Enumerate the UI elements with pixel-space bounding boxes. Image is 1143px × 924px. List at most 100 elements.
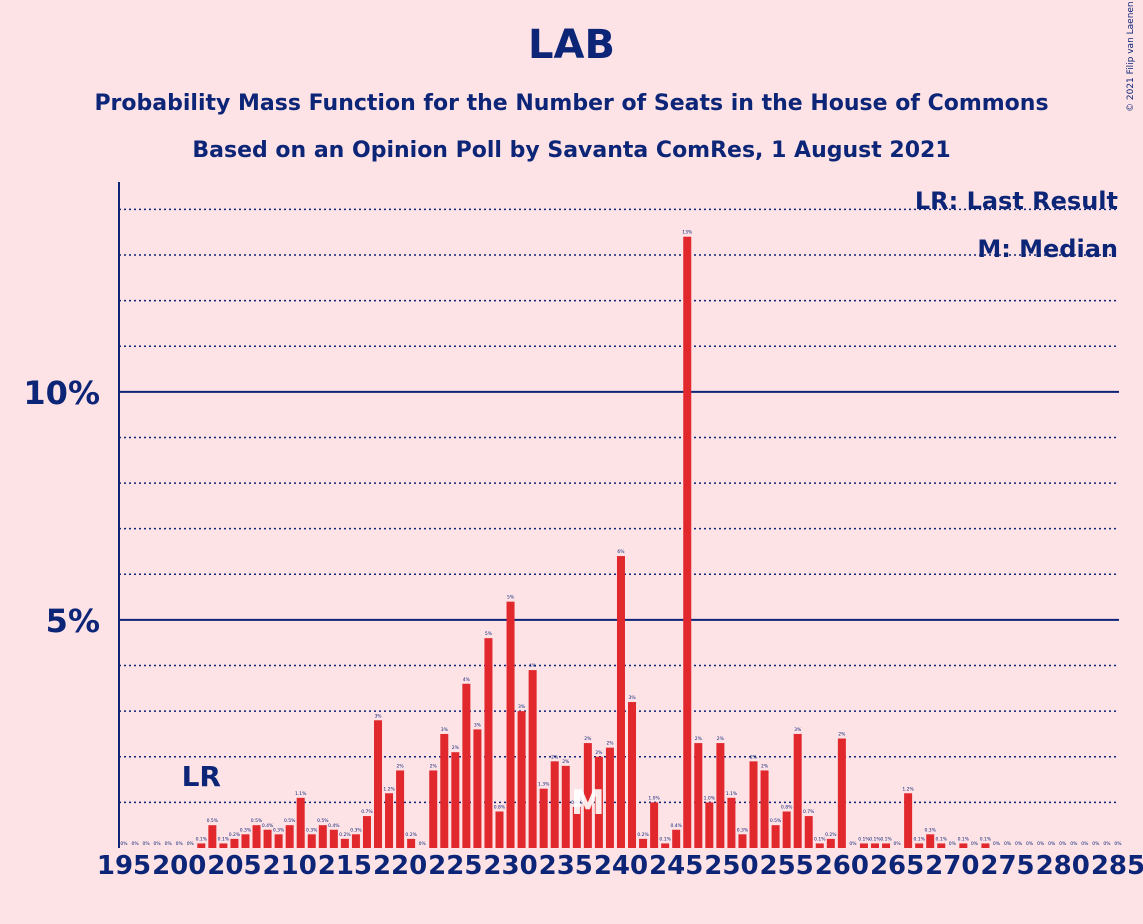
bar <box>727 797 736 848</box>
chart-subtitle: Probability Mass Function for the Number… <box>94 91 1049 116</box>
x-tick-label: 195 <box>97 851 151 881</box>
bar-value-label: 1.1% <box>726 791 738 797</box>
bar-value-label: 0.1% <box>936 836 948 842</box>
bar-value-label: 2% <box>595 750 603 756</box>
bar-value-label: 0% <box>154 841 162 847</box>
bar-value-label: 0% <box>971 841 979 847</box>
bar <box>362 816 371 848</box>
bar-value-label: 0% <box>1059 841 1067 847</box>
bar <box>506 601 515 848</box>
bar-value-label: 3% <box>441 727 449 733</box>
bar <box>539 788 548 848</box>
bar <box>307 834 316 848</box>
bar-value-label: 0% <box>176 841 184 847</box>
bar <box>870 843 879 848</box>
legend-last-result: LR: Last Result <box>915 187 1118 215</box>
x-tick-label: 200 <box>152 851 206 881</box>
bar <box>197 843 206 848</box>
bar <box>550 761 559 848</box>
bar-value-label: 0.4% <box>262 823 274 829</box>
bar <box>616 556 625 848</box>
x-tick-label: 285 <box>1091 851 1143 881</box>
bar <box>837 738 846 848</box>
bar-value-label: 0% <box>1070 841 1078 847</box>
x-tick-label: 275 <box>980 851 1034 881</box>
bar-value-label: 1.3% <box>538 782 550 788</box>
bar <box>484 638 493 848</box>
bar-value-label: 1.0% <box>648 795 660 801</box>
bar-value-label: 0% <box>849 841 857 847</box>
bar <box>451 752 460 848</box>
bar <box>628 702 637 848</box>
bar <box>473 729 482 848</box>
bar-value-label: 0.5% <box>317 818 329 824</box>
bar-value-label: 2% <box>717 736 725 742</box>
bar <box>340 838 349 848</box>
bar-value-label: 0.5% <box>207 818 219 824</box>
bar-value-label: 0.2% <box>637 832 649 838</box>
bars <box>197 236 990 848</box>
bar-value-label: 0.1% <box>814 836 826 842</box>
bar <box>826 838 835 848</box>
bar-value-label: 0.7% <box>361 809 373 815</box>
bar-value-label: 0.5% <box>770 818 782 824</box>
bar <box>815 843 824 848</box>
bar <box>241 834 250 848</box>
last-result-marker: LR <box>182 760 221 793</box>
bar-labels: 0% 0% 0% 0% 0% 0% 0%0.1%0.5%0.1%0.2%0.3%0.5%0.… <box>120 230 1122 847</box>
bar <box>959 843 968 848</box>
y-tick-label: 5% <box>46 602 100 640</box>
bar-value-label: 0% <box>1026 841 1034 847</box>
bar-value-label: 0.1% <box>659 836 671 842</box>
bar-value-label: 13% <box>682 230 693 236</box>
bar-value-label: 0.3% <box>350 827 362 833</box>
bar-value-label: 1.0% <box>704 795 716 801</box>
bar-value-label: 5% <box>485 631 493 637</box>
x-tick-label: 220 <box>373 851 427 881</box>
x-tick-label: 225 <box>428 851 482 881</box>
bar-value-label: 0.2% <box>229 832 241 838</box>
bar <box>716 743 725 848</box>
bar-value-label: 2% <box>551 754 559 760</box>
bar <box>694 743 703 848</box>
bar <box>517 711 526 848</box>
legend: LR: Last Result M: Median <box>915 187 1118 263</box>
bar-value-label: 0.1% <box>196 836 208 842</box>
bar-value-label: 0% <box>993 841 1001 847</box>
x-tick-label: 235 <box>539 851 593 881</box>
bar <box>230 838 239 848</box>
bar-value-label: 0% <box>165 841 173 847</box>
chart-title: LAB <box>528 22 615 68</box>
markers: LR M <box>182 760 605 823</box>
bar <box>285 825 294 848</box>
bar-value-label: 6% <box>617 549 625 555</box>
bar-value-label: 0.2% <box>825 832 837 838</box>
bar-value-label: 2% <box>562 759 570 765</box>
bar-value-label: 2% <box>606 741 614 747</box>
x-tick-labels: 195 200 205 210 215 220 225 230 235 240 245 250 255 2… <box>97 851 1143 881</box>
bar-value-label: 3% <box>628 695 636 701</box>
x-tick-label: 205 <box>207 851 261 881</box>
bar-value-label: 3% <box>794 727 802 733</box>
bar-value-label: 0% <box>894 841 902 847</box>
bar <box>882 843 891 848</box>
bar-value-label: 0.9% <box>571 800 583 806</box>
bar <box>981 843 990 848</box>
bar <box>351 834 360 848</box>
bar <box>661 843 670 848</box>
bar <box>760 770 769 848</box>
bar <box>440 733 449 848</box>
bar-value-label: 0.1% <box>880 836 892 842</box>
bar-value-label: 0.3% <box>240 827 252 833</box>
bar <box>329 829 338 848</box>
bar-value-label: 0% <box>1004 841 1012 847</box>
bar <box>252 825 261 848</box>
legend-median: M: Median <box>977 235 1118 263</box>
x-tick-label: 260 <box>815 851 869 881</box>
bar-value-label: 0% <box>419 841 427 847</box>
bar-value-label: 3% <box>374 713 382 719</box>
bar-value-label: 0% <box>131 841 139 847</box>
bar <box>296 797 305 848</box>
bar-value-label: 0.2% <box>405 832 417 838</box>
